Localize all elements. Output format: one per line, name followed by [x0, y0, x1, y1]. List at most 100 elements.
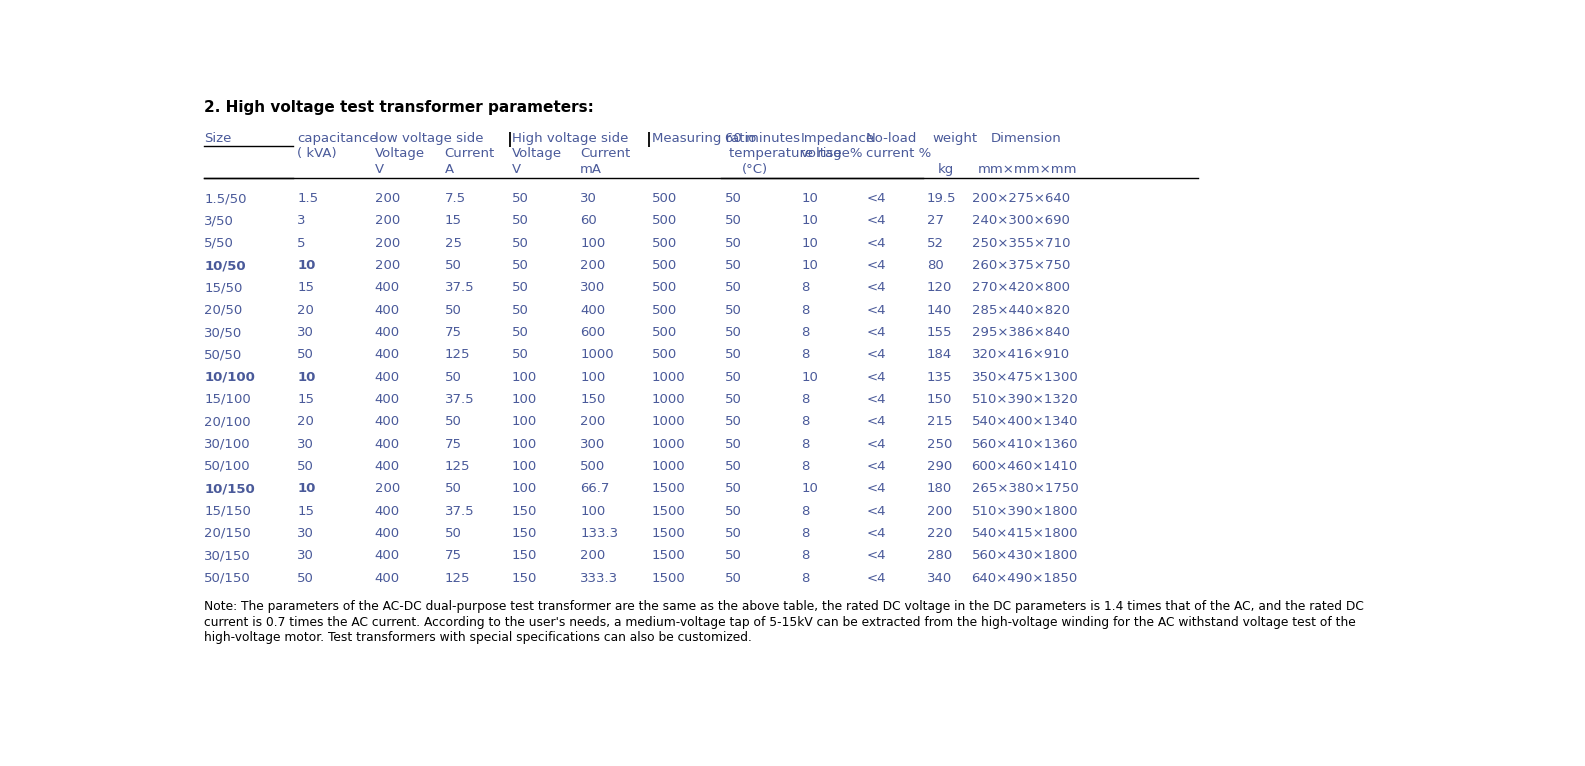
Text: <4: <4 — [865, 281, 886, 294]
Text: 50: 50 — [724, 349, 742, 362]
Text: 8: 8 — [800, 393, 810, 406]
Text: 8: 8 — [800, 571, 810, 584]
Text: 50: 50 — [444, 371, 461, 384]
Text: 300: 300 — [580, 281, 605, 294]
Text: 100: 100 — [512, 460, 537, 473]
Text: 50: 50 — [512, 326, 529, 339]
Text: ( kVA): ( kVA) — [298, 147, 338, 160]
Text: 560×410×1360: 560×410×1360 — [972, 437, 1078, 450]
Text: <4: <4 — [865, 371, 886, 384]
Text: 8: 8 — [800, 281, 810, 294]
Text: 200: 200 — [374, 214, 399, 228]
Text: 7.5: 7.5 — [444, 192, 466, 205]
Text: 30: 30 — [298, 527, 314, 540]
Text: 100: 100 — [512, 393, 537, 406]
Text: 50: 50 — [298, 460, 314, 473]
Text: 400: 400 — [374, 415, 399, 428]
Text: <4: <4 — [865, 303, 886, 316]
Text: 250: 250 — [927, 437, 953, 450]
Text: 100: 100 — [512, 483, 537, 496]
Text: 560×430×1800: 560×430×1800 — [972, 549, 1078, 562]
Text: 150: 150 — [512, 505, 537, 518]
Text: <4: <4 — [865, 192, 886, 205]
Text: <4: <4 — [865, 571, 886, 584]
Text: 640×490×1850: 640×490×1850 — [972, 571, 1078, 584]
Text: 8: 8 — [800, 303, 810, 316]
Text: 50: 50 — [724, 483, 742, 496]
Text: 2. High voltage test transformer parameters:: 2. High voltage test transformer paramet… — [204, 100, 594, 115]
Text: 15: 15 — [298, 393, 314, 406]
Text: 8: 8 — [800, 326, 810, 339]
Text: 50: 50 — [724, 505, 742, 518]
Text: 50: 50 — [298, 571, 314, 584]
Text: current %: current % — [865, 147, 932, 160]
Text: <4: <4 — [865, 349, 886, 362]
Text: Voltage: Voltage — [374, 147, 425, 160]
Text: 1000: 1000 — [651, 460, 685, 473]
Text: 600×460×1410: 600×460×1410 — [972, 460, 1078, 473]
Text: <4: <4 — [865, 415, 886, 428]
Text: 30: 30 — [580, 192, 598, 205]
Text: low voltage side: low voltage side — [374, 132, 483, 145]
Text: 80: 80 — [927, 259, 943, 272]
Text: current is 0.7 times the AC current. According to the user's needs, a medium-vol: current is 0.7 times the AC current. Acc… — [204, 616, 1357, 629]
Text: A: A — [444, 162, 453, 175]
Text: 50: 50 — [724, 437, 742, 450]
Text: <4: <4 — [865, 505, 886, 518]
Text: 200: 200 — [580, 415, 605, 428]
Text: 1000: 1000 — [580, 349, 613, 362]
Text: 15/50: 15/50 — [204, 281, 243, 294]
Text: 1500: 1500 — [651, 549, 685, 562]
Text: 100: 100 — [580, 505, 605, 518]
Text: 500: 500 — [651, 237, 677, 250]
Text: 37.5: 37.5 — [444, 281, 474, 294]
Text: 500: 500 — [651, 326, 677, 339]
Text: 50: 50 — [512, 349, 529, 362]
Text: 184: 184 — [927, 349, 953, 362]
Text: 1.5: 1.5 — [298, 192, 319, 205]
Text: 400: 400 — [374, 349, 399, 362]
Text: 50: 50 — [724, 415, 742, 428]
Text: 50: 50 — [724, 259, 742, 272]
Text: <4: <4 — [865, 437, 886, 450]
Text: 37.5: 37.5 — [444, 393, 474, 406]
Text: 66.7: 66.7 — [580, 483, 610, 496]
Text: 20: 20 — [298, 303, 314, 316]
Text: 400: 400 — [374, 527, 399, 540]
Text: 220: 220 — [927, 527, 953, 540]
Text: Current: Current — [444, 147, 495, 160]
Text: 3: 3 — [298, 214, 306, 228]
Text: 200: 200 — [374, 192, 399, 205]
Text: 1.5/50: 1.5/50 — [204, 192, 247, 205]
Text: 8: 8 — [800, 549, 810, 562]
Text: 5: 5 — [298, 237, 306, 250]
Text: Current: Current — [580, 147, 631, 160]
Text: 1000: 1000 — [651, 437, 685, 450]
Text: 15: 15 — [444, 214, 461, 228]
Text: 400: 400 — [374, 437, 399, 450]
Text: 50/150: 50/150 — [204, 571, 250, 584]
Text: <4: <4 — [865, 214, 886, 228]
Text: Voltage: Voltage — [512, 147, 563, 160]
Text: 500: 500 — [651, 192, 677, 205]
Text: 1000: 1000 — [651, 393, 685, 406]
Text: 75: 75 — [444, 326, 461, 339]
Text: 50: 50 — [512, 259, 529, 272]
Text: 8: 8 — [800, 415, 810, 428]
Text: mA: mA — [580, 162, 602, 175]
Text: 50: 50 — [298, 349, 314, 362]
Text: 50: 50 — [724, 571, 742, 584]
Text: 125: 125 — [444, 571, 471, 584]
Text: 100: 100 — [512, 415, 537, 428]
Text: 400: 400 — [580, 303, 605, 316]
Text: High voltage side: High voltage side — [512, 132, 628, 145]
Text: 133.3: 133.3 — [580, 527, 618, 540]
Text: 60: 60 — [580, 214, 598, 228]
Text: <4: <4 — [865, 483, 886, 496]
Text: 500: 500 — [651, 349, 677, 362]
Text: 400: 400 — [374, 549, 399, 562]
Text: 20/150: 20/150 — [204, 527, 250, 540]
Text: 400: 400 — [374, 393, 399, 406]
Text: 50/100: 50/100 — [204, 460, 250, 473]
Text: 340: 340 — [927, 571, 953, 584]
